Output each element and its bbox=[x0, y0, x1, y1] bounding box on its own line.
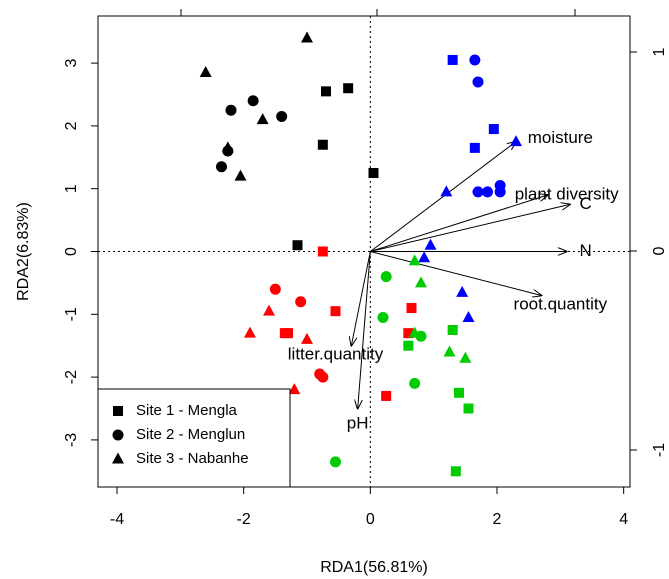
legend-label: Site 3 - Nabanhe bbox=[136, 450, 249, 467]
data-point-triangle bbox=[288, 383, 301, 395]
data-point-square bbox=[292, 240, 303, 251]
x-tick-label: 4 bbox=[619, 511, 628, 528]
legend-box bbox=[97, 388, 291, 488]
y-tick-label: -1 bbox=[63, 307, 80, 321]
data-point-triangle bbox=[244, 326, 256, 338]
env-vector-arrow bbox=[370, 142, 516, 252]
y-axis-title: RDA2(6.83%) bbox=[15, 202, 32, 301]
y-tick-label: -2 bbox=[63, 370, 80, 384]
data-point-square bbox=[330, 306, 341, 317]
site-points bbox=[199, 31, 522, 477]
x-axis-title: RDA1(56.81%) bbox=[320, 559, 428, 576]
env-vector-label: root.quantity bbox=[514, 294, 608, 313]
data-point-triangle bbox=[440, 185, 453, 197]
data-point-triangle bbox=[424, 238, 437, 250]
data-point-triangle bbox=[456, 285, 469, 297]
data-point-triangle bbox=[418, 251, 431, 263]
data-point-triangle bbox=[443, 345, 456, 357]
data-point-circle bbox=[276, 110, 288, 122]
env-vector-arrow bbox=[358, 251, 371, 409]
data-point-square bbox=[321, 86, 331, 97]
data-point-square bbox=[406, 303, 417, 314]
env-vector-arrow bbox=[351, 251, 371, 346]
env-vector-label: moisture bbox=[528, 128, 593, 147]
data-point-triangle bbox=[459, 351, 472, 363]
legend-square-icon bbox=[113, 406, 123, 416]
env-vector-label: N bbox=[580, 241, 592, 260]
data-point-triangle bbox=[256, 113, 269, 125]
data-point-square bbox=[317, 139, 328, 150]
env-vector-arrow bbox=[370, 251, 541, 296]
data-point-square bbox=[447, 54, 458, 65]
data-point-square bbox=[488, 124, 499, 135]
data-point-square bbox=[469, 142, 480, 153]
x-tick-label: 0 bbox=[366, 511, 375, 528]
data-point-circle bbox=[409, 377, 421, 389]
data-point-circle bbox=[222, 145, 234, 157]
env-vector-arrow bbox=[370, 195, 547, 252]
data-point-triangle bbox=[415, 276, 427, 288]
y-tick-label: 0 bbox=[63, 247, 80, 256]
data-point-circle bbox=[216, 161, 227, 173]
data-point-circle bbox=[380, 271, 392, 283]
data-point-square bbox=[343, 83, 354, 94]
data-point-triangle bbox=[234, 169, 247, 181]
x-tick-label: -4 bbox=[110, 511, 124, 528]
data-point-square bbox=[403, 328, 414, 339]
data-point-circle bbox=[247, 95, 259, 107]
legend-triangle-icon bbox=[112, 452, 124, 464]
data-point-square bbox=[317, 246, 328, 257]
legend-label: Site 2 - Menglun bbox=[136, 426, 245, 443]
y-tick-label: -3 bbox=[63, 433, 80, 447]
right-tick-label: -1 bbox=[651, 443, 668, 457]
data-point-triangle bbox=[510, 135, 522, 147]
data-point-circle bbox=[317, 371, 329, 383]
axes-ticks: -4 -2 0 2 4 -3 -2 -1 0 1 2 3 -1 0 1 RDA1(56.81%) RDA2(6.… bbox=[15, 9, 668, 576]
data-point-square bbox=[463, 403, 474, 414]
data-point-triangle bbox=[462, 310, 475, 322]
data-point-circle bbox=[472, 186, 484, 198]
data-point-circle bbox=[330, 456, 341, 468]
data-point-square bbox=[283, 328, 293, 339]
data-point-square bbox=[454, 387, 464, 398]
data-point-triangle bbox=[301, 31, 313, 43]
env-vector-label: C bbox=[580, 194, 592, 213]
data-point-square bbox=[450, 466, 461, 477]
data-point-triangle bbox=[301, 332, 313, 344]
data-point-circle bbox=[295, 296, 307, 308]
y-tick-label: 3 bbox=[63, 59, 80, 68]
x-tick-label: -2 bbox=[237, 511, 251, 528]
x-tick-label: 2 bbox=[493, 511, 502, 528]
data-point-square bbox=[403, 340, 414, 351]
legend-label: Site 1 - Mengla bbox=[136, 402, 238, 419]
right-tick-label: 1 bbox=[651, 47, 668, 56]
env-vector-label: litter.quantity bbox=[288, 345, 384, 364]
y-tick-label: 2 bbox=[63, 121, 80, 130]
data-point-triangle bbox=[263, 304, 275, 316]
legend: Site 1 - Mengla Site 2 - Menglun Site 3 - … bbox=[97, 388, 291, 488]
data-point-circle bbox=[415, 330, 427, 342]
legend-circle-icon bbox=[112, 429, 124, 441]
data-point-circle bbox=[472, 76, 484, 88]
data-point-circle bbox=[482, 186, 493, 198]
data-point-circle bbox=[269, 283, 281, 295]
data-point-square bbox=[368, 168, 379, 178]
right-tick-label: 0 bbox=[651, 246, 668, 255]
env-vector-label: pH bbox=[347, 414, 369, 433]
data-point-square bbox=[381, 390, 392, 401]
data-point-square bbox=[447, 325, 458, 335]
data-point-triangle bbox=[408, 254, 421, 266]
data-point-triangle bbox=[199, 66, 212, 78]
y-tick-label: 1 bbox=[63, 184, 80, 193]
data-point-circle bbox=[494, 180, 506, 192]
env-vector-label: plant diversity bbox=[515, 184, 619, 203]
env-vector-arrow bbox=[370, 204, 569, 252]
data-point-circle bbox=[225, 104, 237, 116]
data-point-circle bbox=[469, 54, 481, 66]
data-point-circle bbox=[377, 311, 389, 323]
